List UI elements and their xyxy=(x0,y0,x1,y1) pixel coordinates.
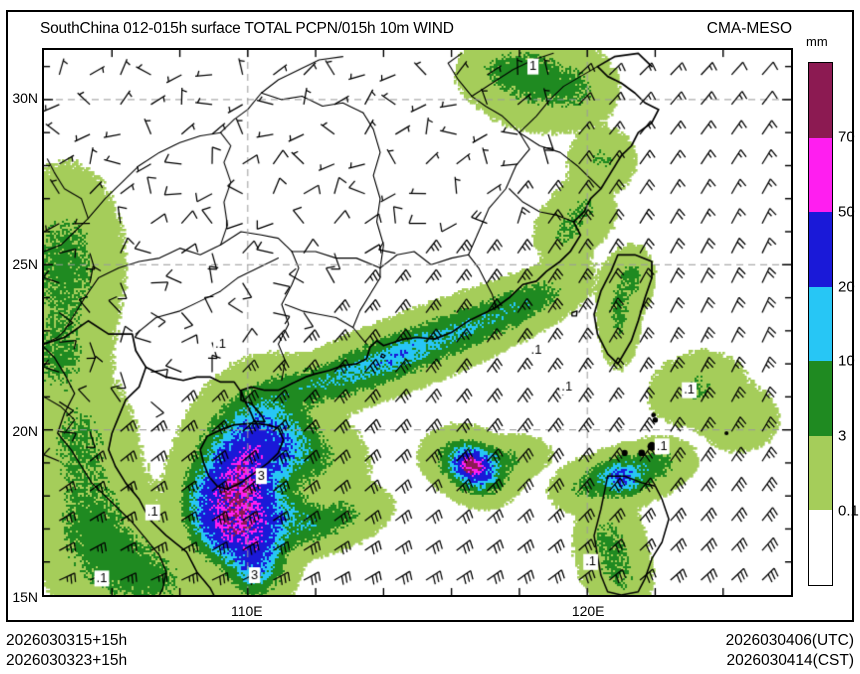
colorbar-segment xyxy=(809,361,832,436)
weather-map-canvas[interactable] xyxy=(44,50,791,595)
y-axis-tick-label: 30N xyxy=(12,89,38,106)
colorbar-segment xyxy=(809,510,832,585)
colorbar[interactable] xyxy=(808,62,833,586)
y-axis-tick-label: 20N xyxy=(12,422,38,439)
colorbar-unit-label: mm xyxy=(806,34,828,49)
colorbar-segment xyxy=(809,435,832,511)
colorbar-tick-label: 0.1 xyxy=(838,502,859,520)
colorbar-segment xyxy=(809,137,832,213)
footer-init-utc: 2026030315+15h xyxy=(6,632,128,649)
footer-valid-utc: 2026030406(UTC) xyxy=(725,632,854,649)
colorbar-tick-label: 3 xyxy=(838,427,847,445)
map-plot-area[interactable] xyxy=(42,48,793,597)
colorbar-tick-label: 50 xyxy=(838,203,855,221)
footer-valid-cst: 2026030414(CST) xyxy=(726,652,854,669)
colorbar-tick-label: 20 xyxy=(838,278,855,296)
x-axis-tick-label: 110E xyxy=(230,603,263,619)
model-label: CMA-MESO xyxy=(706,20,792,37)
y-axis-tick-label: 15N xyxy=(12,589,38,605)
colorbar-tick-label: 70 xyxy=(838,128,855,146)
colorbar-segment xyxy=(809,212,832,287)
x-axis-tick-label: 120E xyxy=(571,603,605,619)
colorbar-segment xyxy=(809,63,832,138)
y-axis-tick-label: 25N xyxy=(12,256,38,273)
page-title: SouthChina 012-015h surface TOTAL PCPN/0… xyxy=(40,20,454,37)
colorbar-tick-label: 10 xyxy=(838,352,855,370)
footer-init-cst: 2026030323+15h xyxy=(6,652,128,669)
colorbar-segment xyxy=(809,286,832,362)
